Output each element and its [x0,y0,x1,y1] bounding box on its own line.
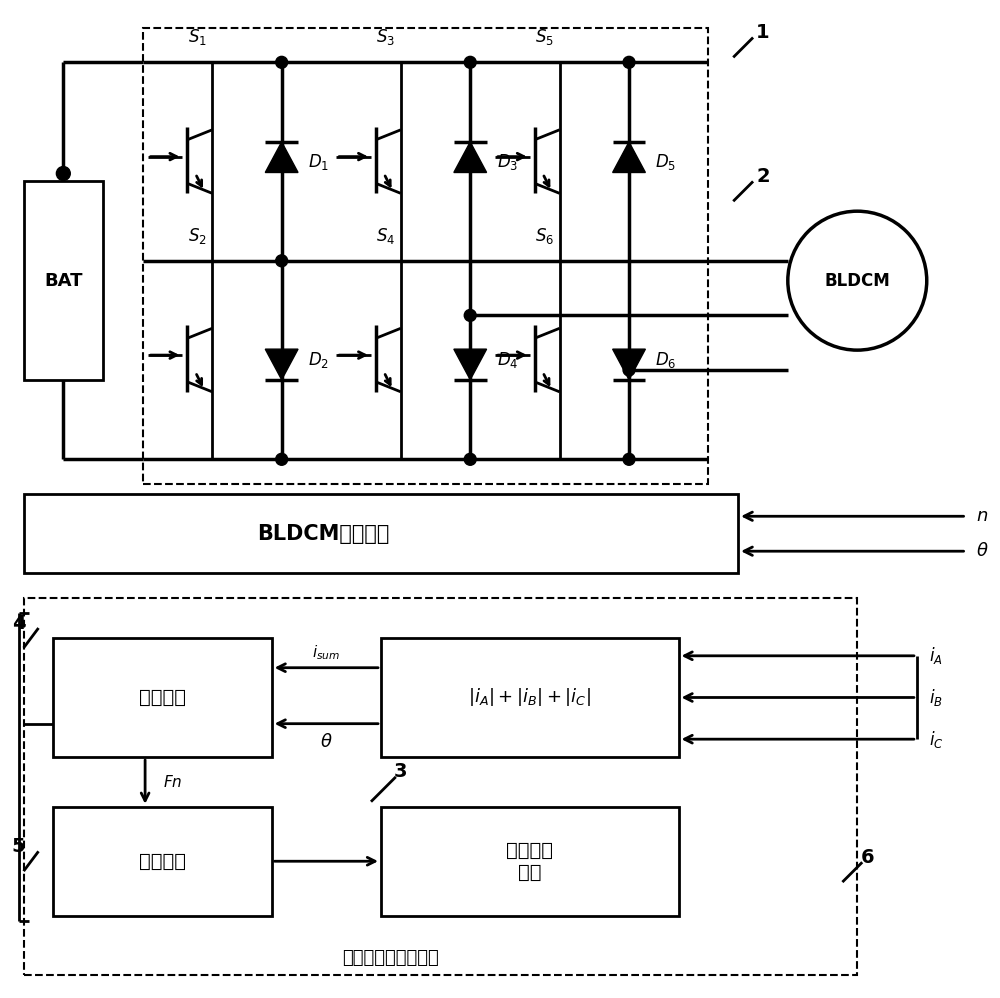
Polygon shape [265,142,298,173]
Circle shape [464,309,476,321]
Text: $i_C$: $i_C$ [929,729,943,749]
Bar [24,182,103,380]
Text: $\theta$: $\theta$ [320,733,333,750]
Text: $D_{1}$: $D_{1}$ [308,152,329,172]
Text: $D_{2}$: $D_{2}$ [308,350,329,370]
Polygon shape [454,349,487,379]
Bar [53,806,272,916]
Text: $n$: $n$ [976,507,989,525]
Text: $S_{1}$: $S_{1}$ [188,27,207,48]
Circle shape [464,56,476,68]
Circle shape [56,167,70,181]
Text: 1: 1 [756,23,770,42]
Text: $D_{3}$: $D_{3}$ [497,152,518,172]
Text: 2: 2 [756,167,770,186]
Text: 3: 3 [394,762,408,781]
Circle shape [623,56,635,68]
Circle shape [788,212,927,350]
Text: $|i_A|+|i_B|+|i_C|$: $|i_A|+|i_B|+|i_C|$ [468,687,591,709]
Text: BLDCM转速控制: BLDCM转速控制 [258,524,390,544]
Text: 故障判断: 故障判断 [139,688,186,707]
Polygon shape [265,349,298,379]
Text: $i_{sum}$: $i_{sum}$ [312,644,340,663]
Text: $S_{6}$: $S_{6}$ [535,226,554,246]
Bar [24,598,857,975]
Text: BAT: BAT [44,271,83,289]
Circle shape [464,453,476,465]
Text: $i_B$: $i_B$ [929,687,943,708]
Polygon shape [613,349,645,379]
Bar [381,806,679,916]
Bar [53,638,272,757]
Text: $\theta$: $\theta$ [976,542,989,560]
Circle shape [276,254,288,266]
Text: $S_{5}$: $S_{5}$ [535,27,554,48]
Text: 5: 5 [12,837,25,856]
Text: 故障信息
输出: 故障信息 输出 [506,840,553,882]
Polygon shape [454,142,487,173]
Circle shape [623,453,635,465]
Circle shape [276,56,288,68]
Circle shape [623,364,635,376]
Bar [24,494,738,574]
Text: $D_{6}$: $D_{6}$ [655,350,677,370]
Text: $i_A$: $i_A$ [929,646,943,667]
Text: $D_{5}$: $D_{5}$ [655,152,676,172]
Text: 故障定位: 故障定位 [139,851,186,870]
Circle shape [276,453,288,465]
Text: $S_{4}$: $S_{4}$ [376,226,395,246]
Text: 4: 4 [12,614,25,633]
Bar [143,28,708,484]
Polygon shape [613,142,645,173]
Text: $S_{2}$: $S_{2}$ [188,226,207,246]
Text: $S_{3}$: $S_{3}$ [376,27,395,48]
Text: $Fn$: $Fn$ [163,773,182,789]
Bar [381,638,679,757]
Text: 逆变器开路故障诊断: 逆变器开路故障诊断 [342,948,439,966]
Text: BLDCM: BLDCM [824,271,890,289]
Text: $D_{4}$: $D_{4}$ [497,350,518,370]
Text: 6: 6 [860,847,874,867]
